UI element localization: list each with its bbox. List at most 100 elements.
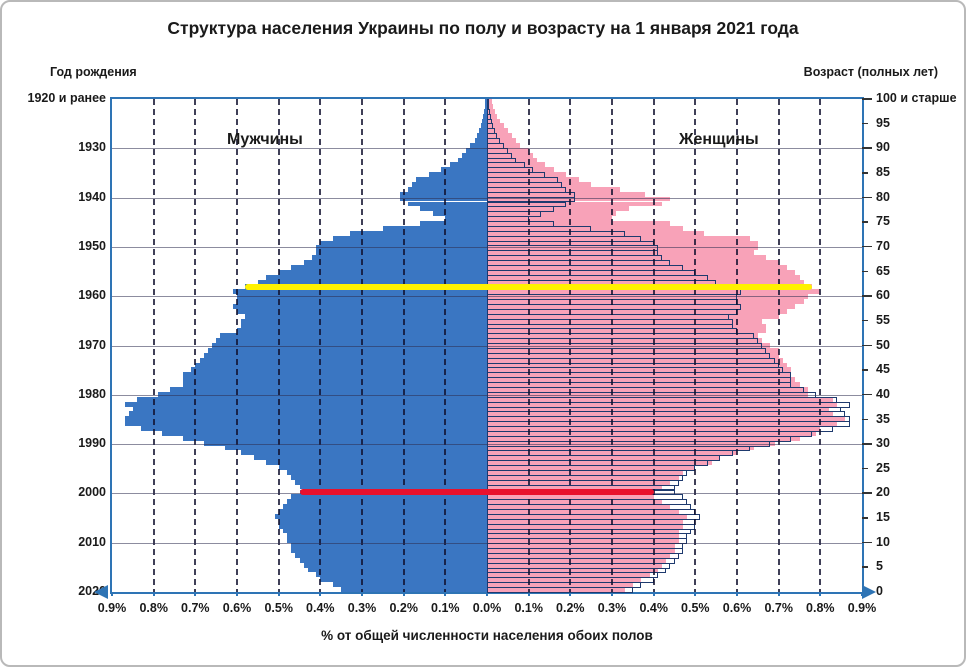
- bar-female: [487, 108, 496, 114]
- percent-tick: [361, 592, 363, 596]
- bar-female: [487, 123, 504, 129]
- bar-female: [487, 572, 650, 578]
- bar-female: [487, 299, 804, 304]
- percent-label: 0.3%: [597, 601, 627, 615]
- bar-female: [487, 396, 833, 402]
- bar-female: [487, 484, 662, 490]
- bar-female: [487, 157, 537, 163]
- age-tick: [862, 319, 868, 322]
- year-label: 1920 и ранее: [27, 91, 106, 105]
- bar-male: [287, 469, 487, 475]
- bar-female: [487, 430, 817, 436]
- bar-male: [432, 211, 487, 217]
- bar-male: [462, 152, 487, 158]
- bar-female: [487, 469, 683, 475]
- bar-male: [291, 548, 487, 553]
- bar-male: [157, 391, 487, 397]
- bar-female: [487, 103, 494, 109]
- bar-male: [203, 440, 487, 446]
- bar-female: [487, 343, 771, 348]
- age-label: 15: [876, 510, 890, 524]
- percent-tick: [611, 592, 613, 596]
- bar-female: [487, 382, 800, 387]
- bar-male: [257, 279, 487, 285]
- age-label: 45: [876, 362, 890, 377]
- percent-tick: [527, 592, 530, 596]
- bar-female: [487, 338, 762, 344]
- bar-female: [487, 538, 679, 544]
- percent-label: 0.5%: [681, 601, 710, 615]
- bar-male: [412, 181, 487, 187]
- bar-male: [182, 435, 487, 441]
- bar-female: [487, 377, 796, 383]
- bar-female: [487, 552, 671, 558]
- age-tick: [862, 344, 872, 346]
- bar-female: [487, 279, 804, 285]
- bar-male: [182, 372, 487, 378]
- bar-female: [487, 435, 800, 441]
- percent-tick: [152, 592, 155, 596]
- bar-male: [132, 406, 487, 412]
- bar-male: [182, 377, 487, 383]
- bar-female: [487, 172, 567, 178]
- marker-line-red: [299, 488, 654, 495]
- bar-male: [266, 460, 487, 466]
- gridline-horizontal: [112, 394, 862, 396]
- percent-tick: [444, 592, 447, 596]
- age-tick: [862, 147, 872, 149]
- bar-female: [487, 152, 533, 158]
- bar-male: [291, 494, 487, 500]
- bar-female: [487, 211, 617, 217]
- bar-female: [487, 548, 675, 553]
- bar-female: [487, 147, 529, 153]
- bar-male: [291, 543, 487, 549]
- percent-label: 0.8%: [139, 601, 168, 615]
- age-label: 80: [876, 189, 890, 204]
- age-label: 40: [876, 386, 890, 401]
- year-label: 1980: [78, 386, 106, 401]
- bar-female: [487, 255, 767, 261]
- bar-female: [487, 240, 758, 246]
- bar-male: [382, 225, 487, 231]
- bar-female: [487, 118, 500, 124]
- bar-female: [487, 250, 754, 256]
- bar-male: [299, 484, 487, 490]
- age-tick: [862, 122, 868, 125]
- bar-male: [282, 504, 487, 509]
- percent-tick: [652, 592, 655, 596]
- bar-male: [307, 567, 487, 573]
- percent-label: 0.4%: [306, 601, 335, 615]
- age-label: 35: [876, 411, 890, 426]
- age-tick: [862, 418, 868, 420]
- bar-female: [487, 513, 687, 519]
- legend-female-label: Женщины: [679, 131, 759, 148]
- bar-male: [291, 474, 487, 480]
- gridline-horizontal: [112, 296, 862, 298]
- bar-female: [487, 186, 621, 192]
- bar-male: [445, 216, 487, 222]
- bar-female: [487, 162, 546, 168]
- bar-male: [441, 167, 487, 173]
- bar-female: [487, 362, 787, 368]
- bar-female: [487, 416, 846, 422]
- bar-male: [466, 147, 487, 153]
- percent-tick: [569, 592, 572, 596]
- age-tick: [862, 541, 872, 544]
- bar-female: [487, 225, 683, 231]
- bar-female: [487, 347, 779, 353]
- age-label: 5: [876, 559, 883, 574]
- bar-male: [399, 191, 487, 197]
- bar-male: [485, 99, 487, 104]
- percent-label: 0.4%: [639, 601, 668, 615]
- age-label: 60: [876, 288, 890, 303]
- bar-male: [484, 108, 487, 114]
- bar-female: [487, 264, 787, 270]
- bar-female: [487, 177, 579, 182]
- bar-male: [216, 338, 487, 344]
- bar-female: [487, 367, 792, 373]
- bar-female: [487, 318, 762, 324]
- percent-label: 0.9%: [97, 601, 127, 615]
- percent-tick: [319, 592, 322, 596]
- bar-male: [241, 323, 487, 329]
